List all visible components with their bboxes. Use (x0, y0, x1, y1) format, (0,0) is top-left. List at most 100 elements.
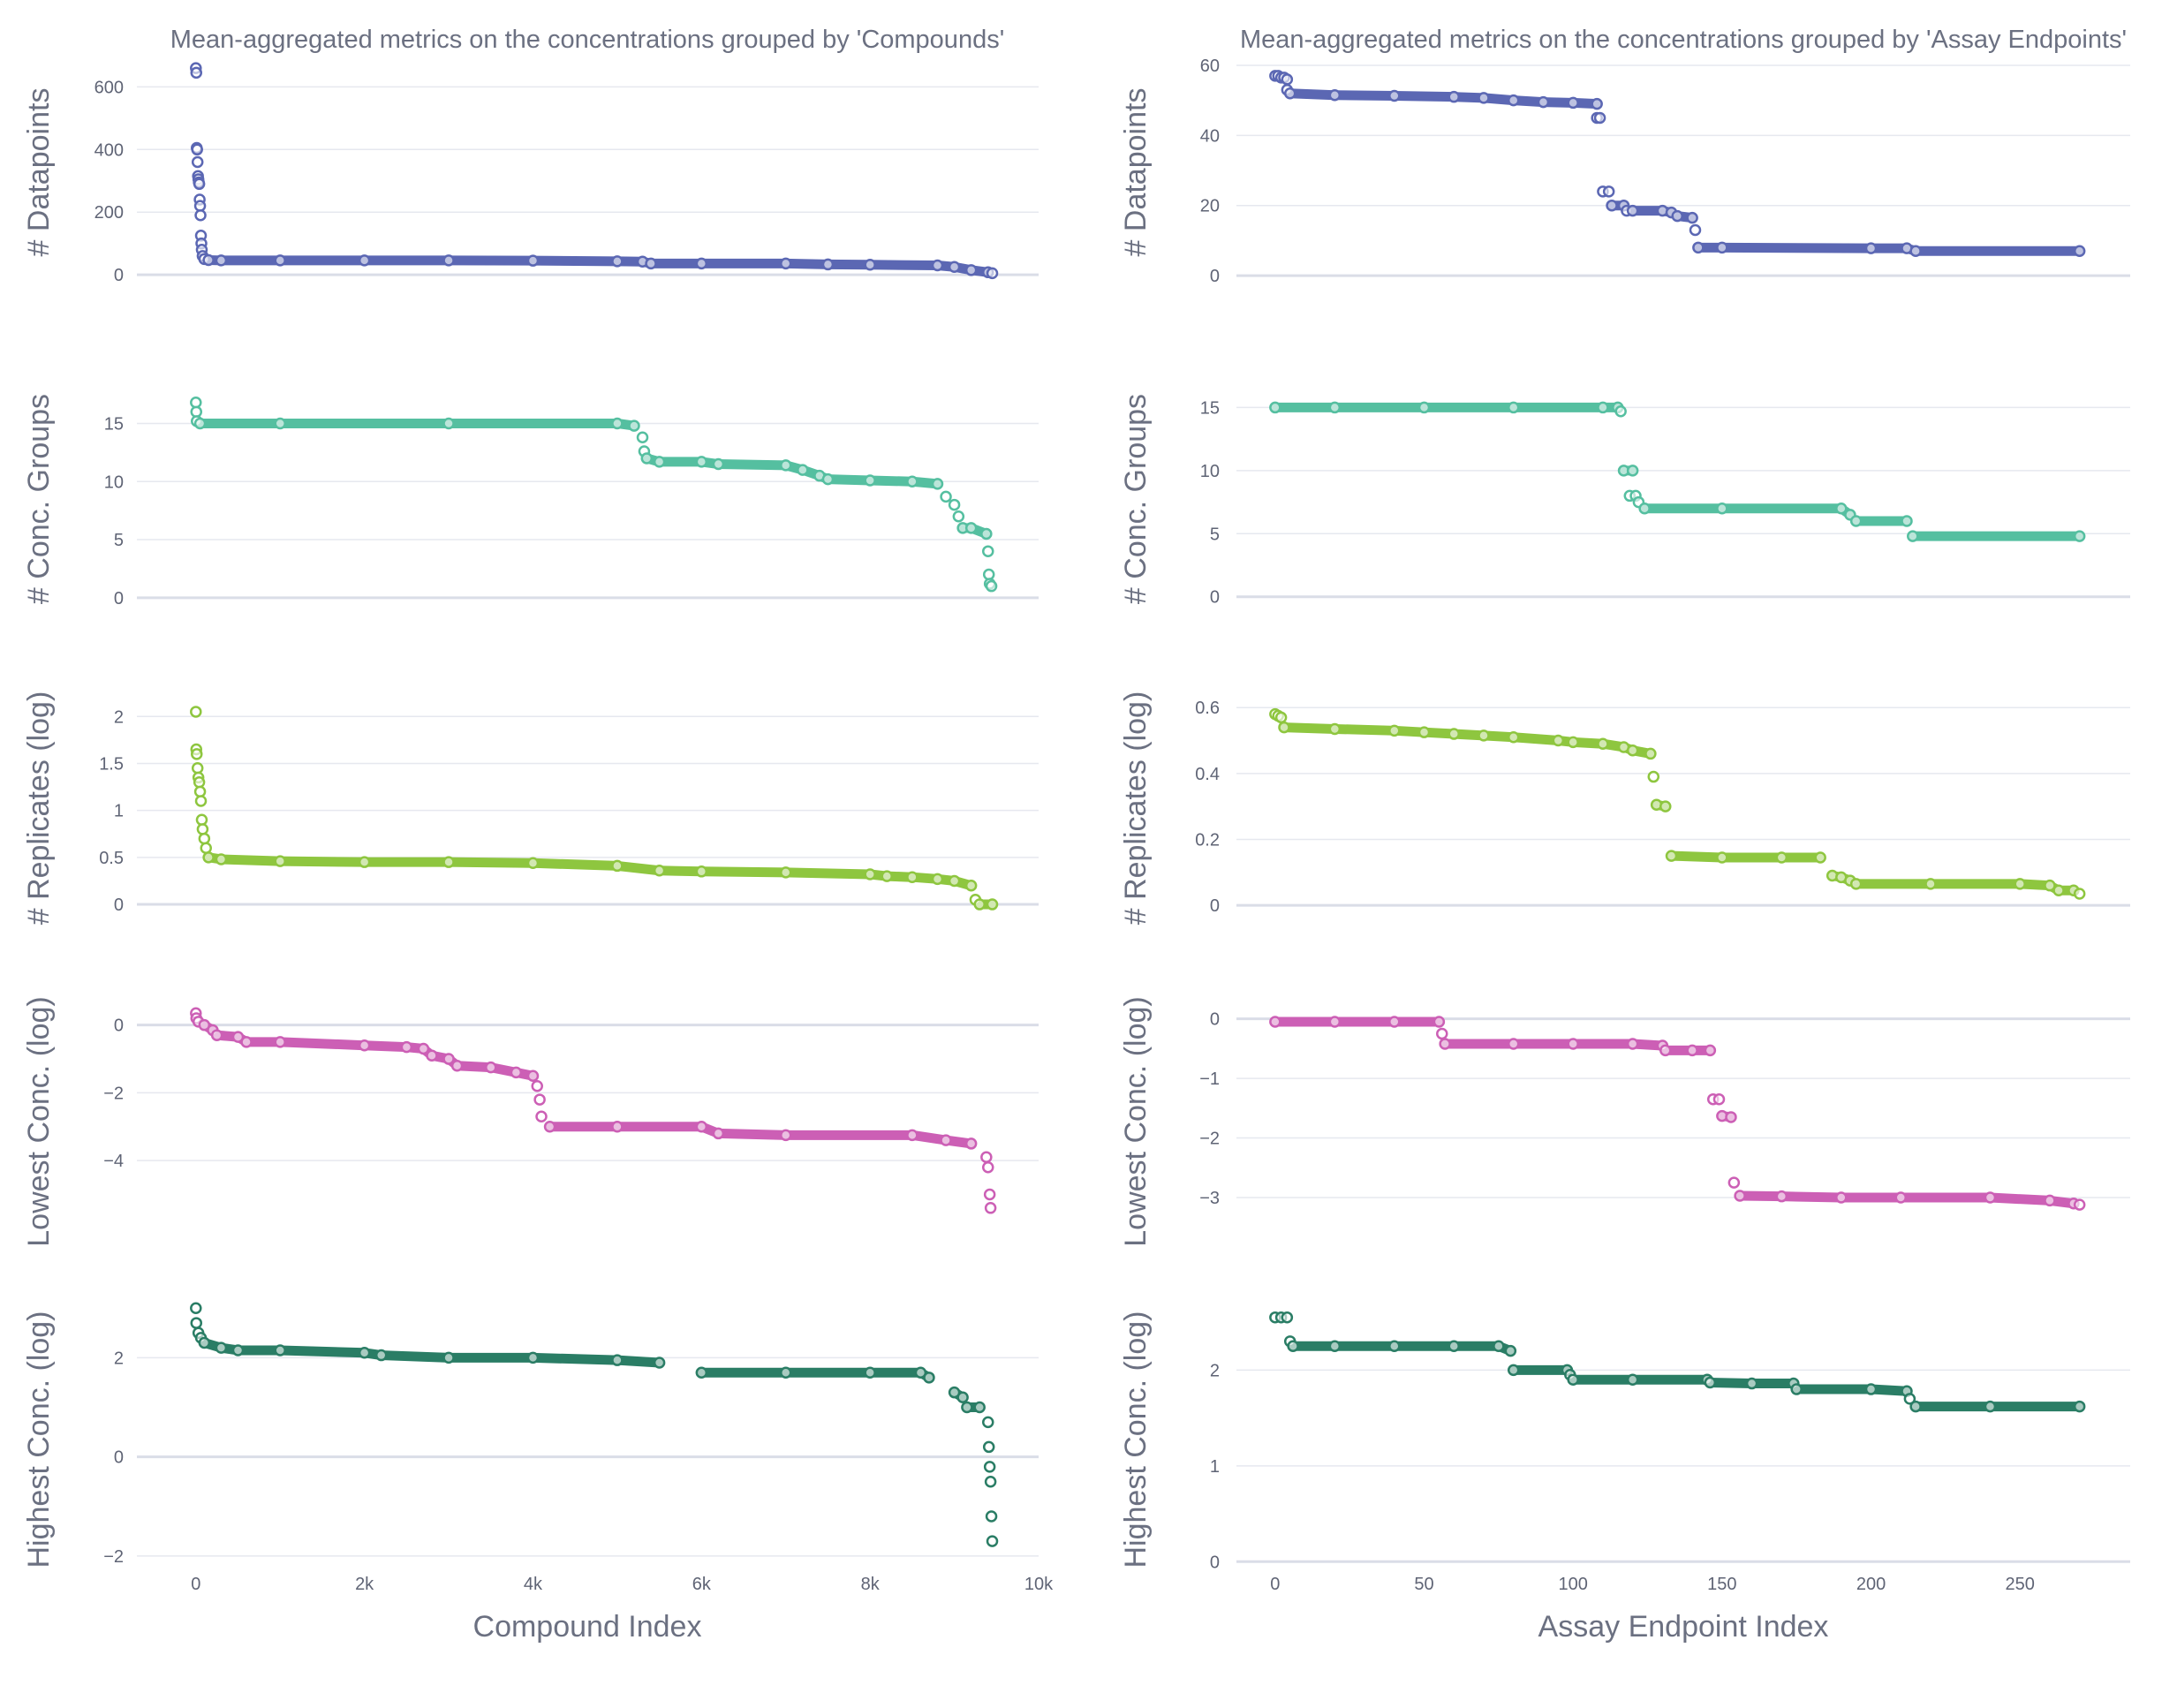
data-point (695, 456, 708, 468)
data-point (2014, 878, 2026, 890)
data-point (1269, 401, 1281, 414)
data-point (1689, 223, 1702, 237)
x-tick-label: 150 (1707, 1575, 1736, 1594)
y-tick-label: 1 (1210, 1457, 1220, 1477)
data-point (442, 417, 455, 430)
data-point (1775, 1190, 1788, 1203)
data-point (190, 706, 202, 718)
data-point (940, 1134, 952, 1146)
data-point (1448, 90, 1461, 103)
data-point (779, 459, 792, 472)
series-trace (865, 475, 918, 487)
data-point (1835, 502, 1848, 515)
data-point (964, 264, 978, 276)
data-point (906, 1129, 918, 1142)
data-point (1647, 770, 1660, 783)
data-point (2044, 1194, 2056, 1207)
data-point (210, 1029, 223, 1041)
y-tick-label: 0 (114, 266, 124, 285)
data-point (1984, 1191, 1997, 1204)
data-point (531, 1079, 543, 1092)
data-point (1478, 729, 1490, 742)
series-trace (1984, 1192, 2055, 1205)
data-point (193, 178, 206, 191)
series-trace (275, 1037, 370, 1051)
y-tick-label: 60 (1200, 57, 1220, 76)
data-point (1626, 204, 1639, 217)
x-tick-label: 2k (355, 1575, 374, 1594)
panel-compounds-1: 0 200 400 600 # Datapoints (22, 62, 1039, 285)
data-point (240, 1036, 253, 1048)
data-point (1448, 1340, 1461, 1352)
data-point (1626, 1038, 1639, 1050)
data-point (190, 748, 203, 760)
y-tick-label: 15 (104, 414, 124, 434)
data-point (274, 254, 286, 267)
data-point (1328, 401, 1342, 414)
data-point (881, 870, 893, 882)
data-point (2044, 879, 2056, 892)
data-point (1727, 1176, 1741, 1189)
data-point (1388, 1016, 1401, 1028)
data-point (948, 498, 961, 511)
panel-assay-endpoints-4: 0 −1 −2 −3 Lowest Conc. (log) (1119, 996, 2130, 1247)
data-point (695, 865, 708, 878)
data-point (535, 1110, 548, 1122)
y-axis-title: # Datapoints (1119, 88, 1153, 257)
data-point (712, 1127, 725, 1140)
y-axis-title: Highest Conc. (log) (1119, 1311, 1153, 1568)
data-point (611, 417, 624, 430)
data-point (1864, 1383, 1878, 1395)
data-point (980, 1151, 993, 1164)
data-point (956, 1391, 969, 1404)
y-tick-label: 600 (94, 78, 124, 97)
data-point (1716, 851, 1728, 864)
y-tick-label: 0 (114, 1016, 124, 1036)
series-trace (1735, 1190, 1787, 1202)
panel-assay-endpoints-2: 0 5 10 15 # Conc. Groups (1119, 394, 2130, 608)
series-trace (275, 856, 370, 867)
data-point (194, 795, 208, 807)
data-point (636, 431, 649, 444)
y-axis-title: # Datapoints (22, 88, 56, 257)
data-point (198, 832, 211, 845)
panel-compounds-2: 0 5 10 15 # Conc. Groups (22, 394, 1039, 608)
data-point (1901, 515, 1913, 527)
data-point (948, 874, 961, 888)
y-tick-label: 200 (94, 203, 124, 223)
y-tick-label: 5 (114, 531, 124, 550)
data-point (1507, 1364, 1520, 1377)
y-tick-label: 0 (1210, 267, 1220, 286)
data-point (1734, 1190, 1746, 1202)
y-tick-label: 0 (114, 589, 124, 608)
data-point (442, 1351, 455, 1364)
panel-compounds-3: 0 0.5 1 1.5 2 # Replicates (log) (22, 692, 1039, 925)
x-tick-label: 4k (524, 1575, 543, 1594)
data-point (2073, 530, 2086, 542)
y-tick-label: 0.4 (1195, 765, 1220, 784)
series-trace (696, 866, 791, 878)
data-point (695, 1121, 708, 1133)
series-trace (612, 1355, 665, 1368)
data-point (442, 254, 455, 267)
data-point (231, 1031, 245, 1043)
data-point (906, 871, 918, 883)
data-point (948, 261, 961, 274)
data-point (1686, 1044, 1698, 1057)
series-trace (1866, 1384, 1912, 1396)
y-axis-title: # Conc. Groups (22, 394, 56, 604)
data-point (964, 522, 978, 534)
data-point (864, 868, 876, 880)
data-point (923, 1372, 935, 1384)
data-point (1692, 241, 1705, 254)
data-point (358, 856, 371, 868)
x-tick-label: 10k (1024, 1575, 1054, 1594)
x-tick-label: 250 (2005, 1575, 2034, 1594)
series-trace (1329, 90, 1400, 101)
series-trace (376, 1350, 454, 1363)
data-point (2073, 888, 2086, 900)
series-trace (1279, 722, 1340, 734)
x-tick-label: 0 (191, 1575, 200, 1594)
y-tick-label: 0 (1210, 588, 1220, 608)
